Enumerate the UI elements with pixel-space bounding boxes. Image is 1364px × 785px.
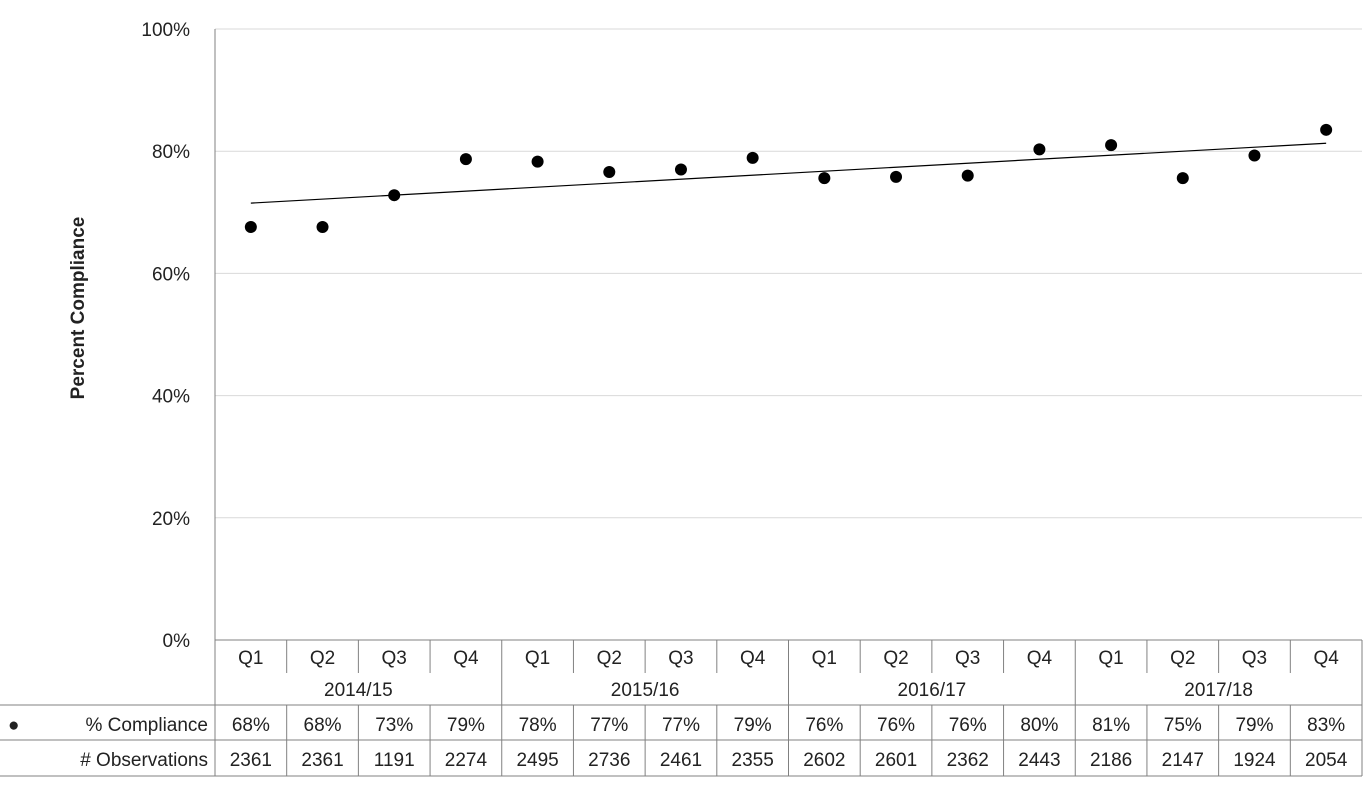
data-point xyxy=(961,169,974,182)
data-point xyxy=(531,155,544,168)
trendline xyxy=(250,142,1327,204)
data-point xyxy=(890,170,903,183)
data-point xyxy=(1176,172,1189,185)
quarter-label: Q2 xyxy=(1170,648,1195,669)
table-cell: 75% xyxy=(1164,715,1202,736)
table-row-label: % Compliance xyxy=(86,715,209,736)
table-cell: 2736 xyxy=(588,750,630,771)
quarter-label: Q2 xyxy=(597,648,622,669)
quarter-label: Q4 xyxy=(740,648,766,669)
table-cell: 1191 xyxy=(374,750,415,771)
table-cell: 81% xyxy=(1092,715,1130,736)
year-label: 2015/16 xyxy=(611,680,680,701)
legend-marker: ● xyxy=(8,715,19,736)
quarter-label: Q2 xyxy=(883,648,908,669)
table-cell: 73% xyxy=(375,715,413,736)
table-cell: 2361 xyxy=(301,750,343,771)
quarter-label: Q1 xyxy=(812,648,837,669)
table-cell: 76% xyxy=(949,715,987,736)
y-axis-title: Percent Compliance xyxy=(68,217,89,400)
data-point xyxy=(316,220,329,233)
quarter-label: Q1 xyxy=(525,648,550,669)
data-point xyxy=(1105,139,1118,152)
y-axis-ticks: 0% 20% 40% 60% 80% 100% xyxy=(141,20,190,652)
table-cell: 79% xyxy=(734,715,772,736)
gridlines xyxy=(214,28,1362,641)
y-tick-label: 0% xyxy=(163,631,191,652)
table-cell: 80% xyxy=(1020,715,1058,736)
quarter-label: Q3 xyxy=(668,648,693,669)
quarter-label: Q2 xyxy=(310,648,335,669)
quarter-label: Q4 xyxy=(453,648,479,669)
data-table: Q1 Q2 Q3 Q4 Q1 Q2 Q3 Q4 Q1 Q2 Q3 Q4 Q1 Q2 Q3 Q4 2014/15 2… xyxy=(0,640,1363,777)
table-cell: 2601 xyxy=(875,750,917,771)
table-cell: 2361 xyxy=(230,750,272,771)
table-cell: 2602 xyxy=(803,750,845,771)
table-cell: 2461 xyxy=(660,750,702,771)
quarter-label: Q3 xyxy=(955,648,980,669)
y-tick-label: 60% xyxy=(152,264,190,285)
data-point xyxy=(1320,123,1333,136)
data-point xyxy=(674,163,687,176)
table-row-label: # Observations xyxy=(80,750,208,771)
quarter-label: Q1 xyxy=(1098,648,1123,669)
table-cell: 2054 xyxy=(1305,750,1348,771)
table-cell: 2186 xyxy=(1090,750,1132,771)
table-cell: 2355 xyxy=(732,750,774,771)
year-label: 2014/15 xyxy=(324,680,393,701)
table-cell: 2147 xyxy=(1162,750,1204,771)
data-point xyxy=(244,220,257,233)
y-tick-label: 20% xyxy=(152,509,190,530)
table-cell: 77% xyxy=(590,715,628,736)
data-points xyxy=(244,123,1333,233)
table-cell: 83% xyxy=(1307,715,1345,736)
table-cell: 79% xyxy=(1235,715,1273,736)
table-cell: 2362 xyxy=(947,750,989,771)
table-cell: 2274 xyxy=(445,750,488,771)
table-cell: 68% xyxy=(304,715,342,736)
table-cell: 2443 xyxy=(1018,750,1060,771)
table-cell: 77% xyxy=(662,715,700,736)
table-cell: 76% xyxy=(805,715,843,736)
table-cell: 2495 xyxy=(516,750,558,771)
data-point xyxy=(459,153,472,166)
data-point xyxy=(1248,149,1261,162)
y-tick-label: 100% xyxy=(141,20,190,41)
y-tick-label: 80% xyxy=(152,142,190,163)
data-point xyxy=(746,151,759,164)
quarter-label: Q1 xyxy=(238,648,263,669)
table-cell: 68% xyxy=(232,715,270,736)
year-label: 2016/17 xyxy=(898,680,967,701)
data-point xyxy=(603,165,616,178)
data-point xyxy=(388,189,401,202)
year-label: 2017/18 xyxy=(1184,680,1253,701)
quarter-label: Q3 xyxy=(1242,648,1267,669)
data-point xyxy=(818,172,831,185)
table-cell: 79% xyxy=(447,715,485,736)
quarter-label: Q4 xyxy=(1027,648,1053,669)
table-cell: 1924 xyxy=(1233,750,1276,771)
table-cell: 78% xyxy=(519,715,557,736)
y-tick-label: 40% xyxy=(152,387,190,408)
data-point xyxy=(1033,143,1046,156)
quarter-label: Q4 xyxy=(1313,648,1339,669)
quarter-label: Q3 xyxy=(382,648,407,669)
table-cell: 76% xyxy=(877,715,915,736)
